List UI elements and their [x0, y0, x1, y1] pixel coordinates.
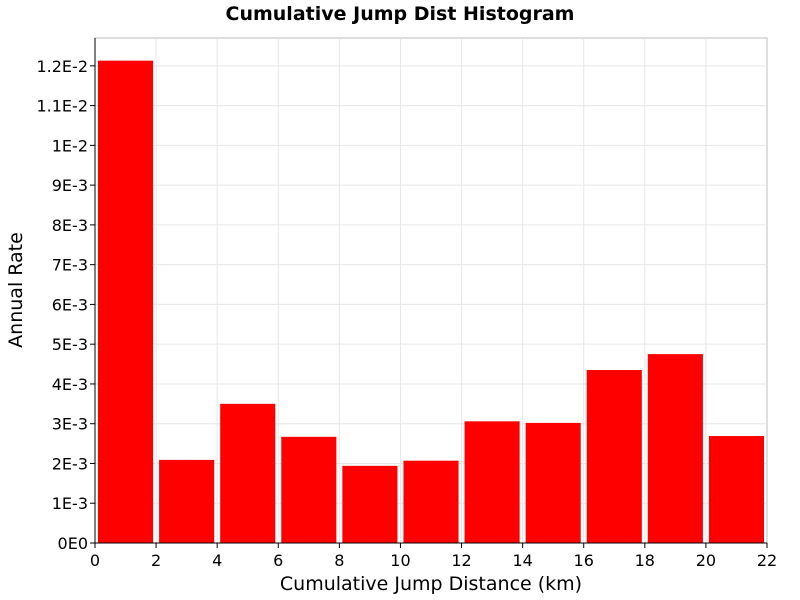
- bar: [464, 421, 520, 543]
- x-axis-label: Cumulative Jump Distance (km): [280, 573, 582, 595]
- y-tick-label: 7E-3: [52, 256, 88, 275]
- bar: [708, 436, 764, 543]
- x-tick-label: 20: [696, 551, 716, 570]
- bar: [403, 460, 459, 543]
- bar: [220, 403, 276, 543]
- bars: [98, 60, 764, 544]
- y-tick-label: 3E-3: [52, 415, 88, 434]
- y-tick-label: 9E-3: [52, 176, 88, 195]
- x-tick-label: 0: [90, 551, 100, 570]
- x-tick-label: 14: [512, 551, 532, 570]
- x-tick-label: 16: [574, 551, 594, 570]
- y-tick-label: 6E-3: [52, 295, 88, 314]
- bar: [342, 465, 398, 543]
- y-tick-label: 1.1E-2: [36, 97, 88, 116]
- y-tick-label: 8E-3: [52, 216, 88, 235]
- x-tick-label: 2: [151, 551, 161, 570]
- bar: [647, 354, 703, 543]
- x-tick-label: 12: [451, 551, 471, 570]
- bar: [159, 459, 215, 543]
- x-tick-label: 4: [212, 551, 222, 570]
- bar: [586, 370, 642, 543]
- y-axis-ticks: 0E0 1E-3 2E-3 3E-3 4E-3 5E-3 6E-3 7E-3 8E-3 9E-3 1…: [36, 57, 95, 553]
- chart-title: Cumulative Jump Dist Histogram: [226, 3, 575, 25]
- x-tick-label: 10: [390, 551, 410, 570]
- y-tick-label: 4E-3: [52, 375, 88, 394]
- y-tick-label: 1E-2: [52, 136, 88, 155]
- x-tick-label: 18: [635, 551, 655, 570]
- x-tick-label: 8: [334, 551, 344, 570]
- bar: [525, 422, 581, 543]
- grid: [95, 38, 767, 543]
- y-tick-label: 5E-3: [52, 335, 88, 354]
- x-tick-label: 6: [273, 551, 283, 570]
- y-tick-label: 2E-3: [52, 454, 88, 473]
- bar: [98, 60, 154, 544]
- y-tick-label: 1E-3: [52, 494, 88, 513]
- y-tick-label: 0E0: [58, 534, 88, 553]
- bar: [281, 436, 337, 543]
- x-tick-label: 22: [757, 551, 777, 570]
- y-tick-label: 1.2E-2: [36, 57, 88, 76]
- y-axis-label: Annual Rate: [5, 232, 27, 348]
- x-axis-ticks: 0 2 4 6 8 10 12 14 16 18 20 22: [90, 543, 777, 570]
